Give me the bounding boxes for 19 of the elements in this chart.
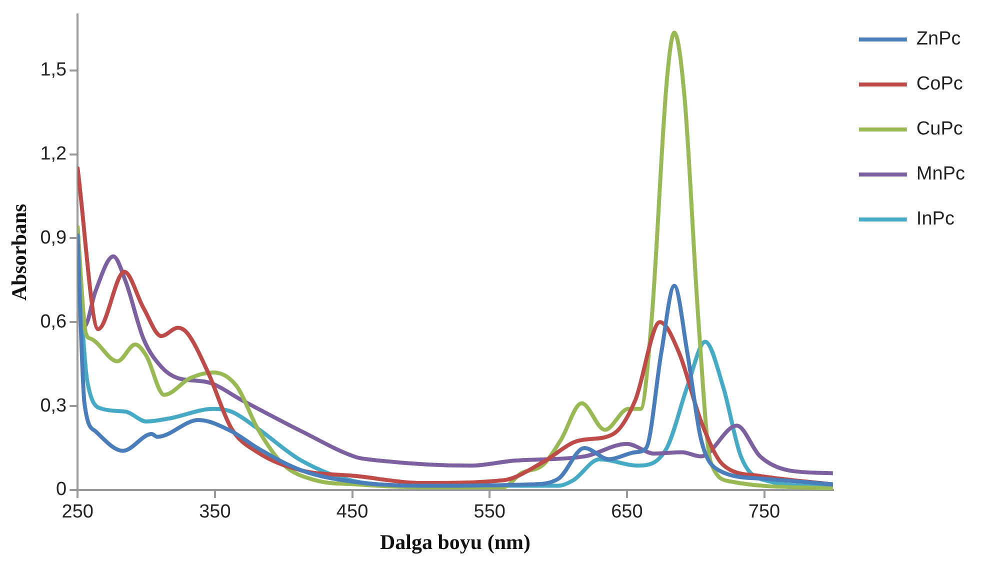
x-tick-label: 250 <box>62 502 94 523</box>
x-axis-title: Dalga boyu (nm) <box>380 530 531 554</box>
legend-label: CuPc <box>916 118 963 140</box>
y-tick-label: 0,9 <box>40 227 67 248</box>
y-tick-label: 1,5 <box>40 60 67 81</box>
x-tick-label: 650 <box>611 502 643 523</box>
x-tick-label: 450 <box>336 502 368 523</box>
legend-label: InPc <box>916 208 954 230</box>
legend-label: CoPc <box>916 74 963 95</box>
y-tick-label: 1,2 <box>40 144 67 165</box>
y-tick-label: 0 <box>56 479 67 500</box>
x-tick-label: 750 <box>748 502 780 523</box>
y-tick-label: 0,3 <box>40 395 67 416</box>
legend-label: MnPc <box>916 164 966 185</box>
x-tick-label: 350 <box>199 502 231 523</box>
x-tick-label: 550 <box>474 502 506 523</box>
y-axis-title: Absorbans <box>7 204 32 301</box>
legend-label: ZnPc <box>916 28 961 50</box>
y-tick-label: 0,6 <box>40 311 67 332</box>
